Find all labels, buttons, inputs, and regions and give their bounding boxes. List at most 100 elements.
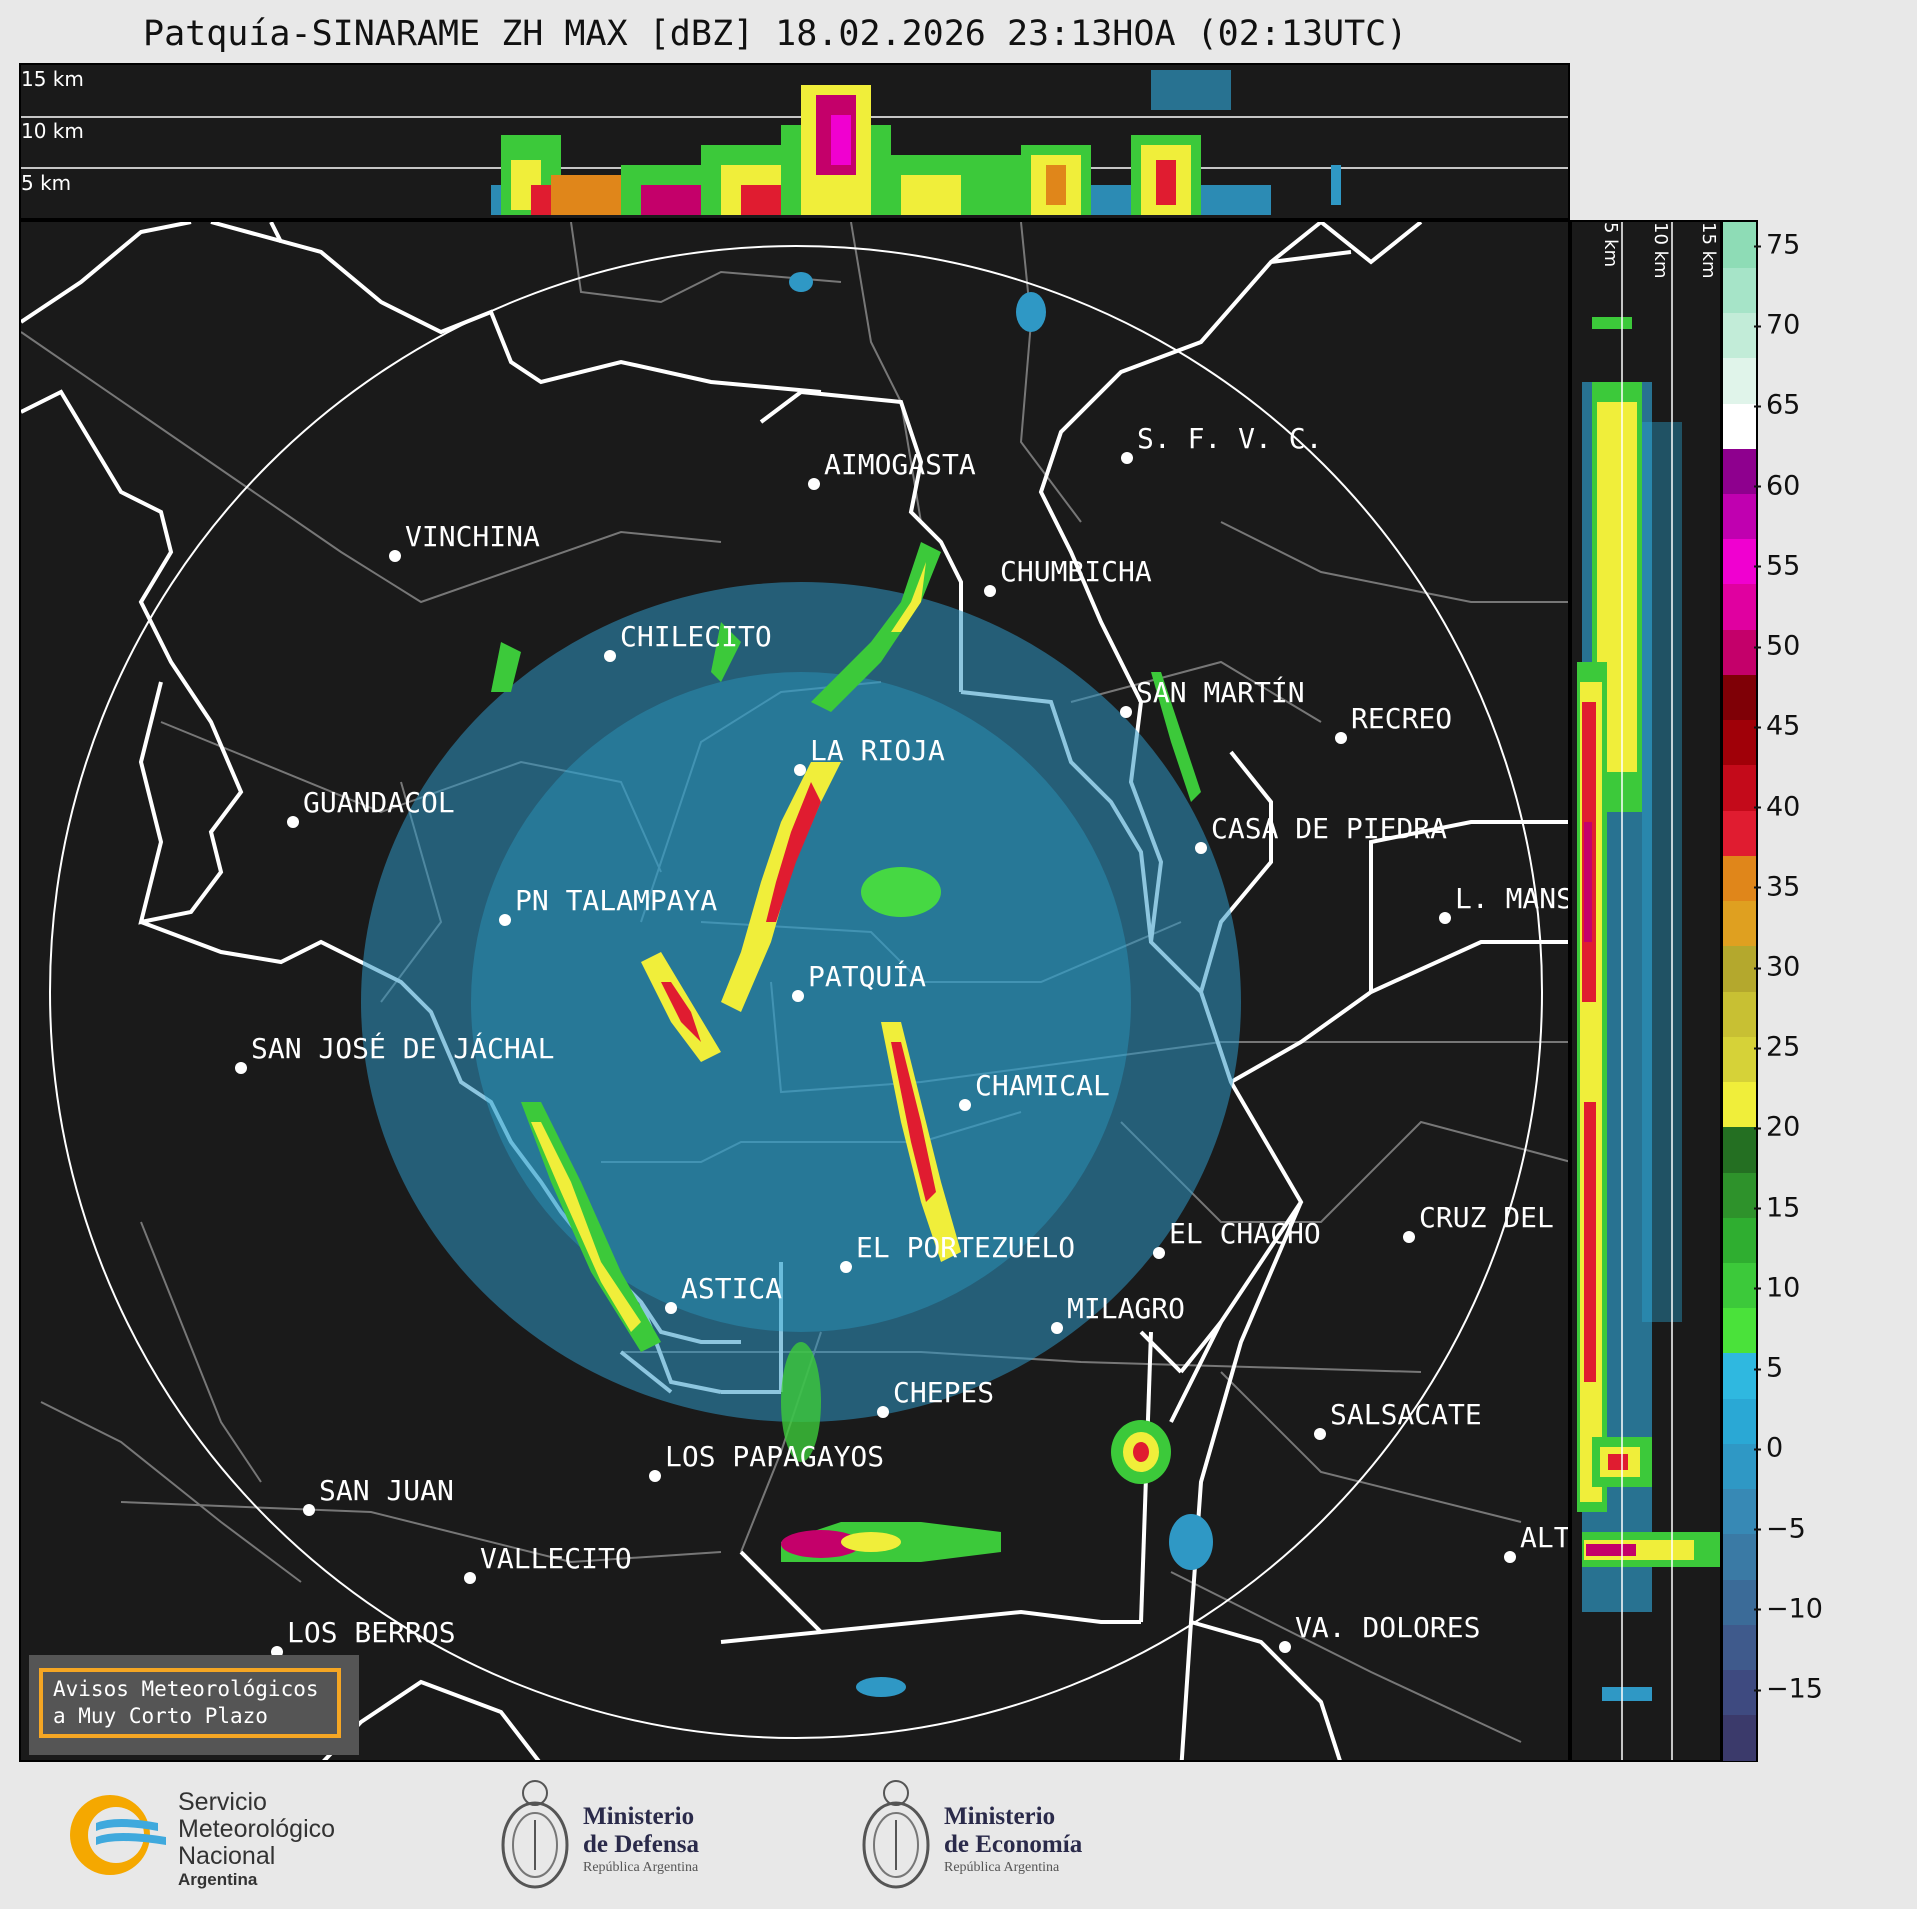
top-cross-section-panel: 15 km 10 km 5 km [19, 63, 1570, 220]
city-label: EL PORTEZUELO [856, 1231, 1075, 1264]
radar-map: AIMOGASTA S. F. V. C. VINCHINA CHUMBICHA… [21, 222, 1570, 1760]
city-label: AIMOGASTA [824, 448, 976, 481]
colorbar-tick-label: 25 [1753, 1032, 1800, 1063]
colorbar-band [1723, 1171, 1756, 1218]
colorbar-band [1723, 945, 1756, 992]
warning-line-1: Avisos Meteorológicos [53, 1677, 319, 1701]
warning-box[interactable]: Avisos Meteorológicos a Muy Corto Plazo [29, 1655, 359, 1755]
economia-line-3: República Argentina [944, 1860, 1060, 1875]
colorbar-band [1723, 493, 1756, 540]
colorbar-band [1723, 764, 1756, 811]
radar-echoes [361, 272, 1241, 1697]
colorbar-tick-label: 35 [1753, 871, 1800, 902]
colorbar-band [1723, 1081, 1756, 1128]
argentina-coat-of-arms-icon [862, 1780, 930, 1889]
colorbar-tick-label: 55 [1753, 550, 1800, 581]
city-label: LOS BERROS [287, 1616, 456, 1649]
colorbar-tick-label: 50 [1753, 631, 1800, 662]
top-cross-section-echoes [21, 70, 1568, 215]
city-label: PN TALAMPAYA [515, 884, 717, 917]
side-height-label-5km: 5 km [1600, 222, 1621, 268]
colorbar-band [1723, 1714, 1756, 1761]
warning-line-2: a Muy Corto Plazo [53, 1704, 268, 1728]
city-labels: AIMOGASTA S. F. V. C. VINCHINA CHUMBICHA… [251, 422, 1570, 1649]
argentina-coat-of-arms-icon [501, 1780, 569, 1889]
defensa-line-3: República Argentina [583, 1860, 699, 1875]
colorbar-band [1723, 538, 1756, 585]
city-label: LA RIOJA [810, 734, 945, 767]
colorbar-tick-label: −10 [1754, 1593, 1823, 1624]
warning-box-frame: Avisos Meteorológicos a Muy Corto Plazo [39, 1668, 341, 1738]
defensa-line-1: Ministerio [583, 1803, 695, 1830]
colorbar-tick-label: 30 [1753, 952, 1800, 983]
ministerio-economia-logo: Ministerio de Economía República Argenti… [856, 1775, 1116, 1900]
colorbar-band [1723, 267, 1756, 314]
colorbar-band [1723, 719, 1756, 766]
colorbar-tick-label: −5 [1754, 1513, 1806, 1544]
economia-line-2: de Economía [944, 1831, 1083, 1858]
colorbar-band [1723, 448, 1756, 494]
colorbar-tick-label: 0 [1753, 1433, 1783, 1464]
range-ring [49, 245, 1543, 1739]
height-label-5km: 5 km [21, 171, 72, 195]
city-label: CHUMBICHA [1000, 555, 1152, 588]
city-label: ALT [1520, 1521, 1570, 1554]
smn-line-1: Servicio [178, 1788, 267, 1816]
colorbar-band [1723, 1398, 1756, 1444]
city-label: VINCHINA [405, 520, 540, 553]
city-label: CASA DE PIEDRA [1211, 812, 1447, 845]
city-label: LOS PAPAGAYOS [665, 1440, 884, 1473]
city-label: RECREO [1351, 702, 1452, 735]
colorbar-tick-label: 20 [1753, 1112, 1800, 1143]
city-label: GUANDACOL [303, 786, 455, 819]
city-label: SAN MARTÍN [1136, 675, 1305, 709]
city-label: MILAGRO [1067, 1292, 1185, 1325]
city-label: VALLECITO [480, 1542, 632, 1575]
city-label: L. MANS [1455, 882, 1570, 915]
colorbar-band [1723, 583, 1756, 630]
smn-line-3: Nacional [178, 1842, 276, 1870]
colorbar-tick-label: 75 [1753, 230, 1800, 261]
colorbar-band [1723, 1352, 1756, 1399]
colorbar-band [1723, 1579, 1756, 1625]
colorbar-band [1723, 674, 1756, 721]
colorbar-band [1723, 402, 1756, 449]
smn-line-2: Meteorológico [178, 1815, 336, 1843]
defensa-line-2: de Defensa [583, 1831, 699, 1858]
city-label: ASTICA [681, 1272, 782, 1305]
colorbar-band [1723, 312, 1756, 359]
colorbar-band [1723, 1126, 1756, 1173]
city-dots [235, 452, 1516, 1658]
chart-title: Patquía-SINARAME ZH MAX [dBZ] 18.02.2026… [143, 14, 1408, 54]
colorbar-tick-label: 70 [1753, 310, 1800, 341]
smn-logo: Servicio Meteorológico Nacional Argentin… [58, 1787, 388, 1889]
colorbar-band [1723, 855, 1756, 902]
colorbar-band [1723, 1488, 1756, 1535]
colorbar-tick-label: 10 [1753, 1272, 1800, 1303]
colorbar-band [1723, 900, 1756, 947]
colorbar-tick-label: 60 [1753, 470, 1800, 501]
colorbar-band [1723, 1669, 1756, 1716]
colorbar-band [1723, 222, 1756, 268]
colorbar-band [1723, 629, 1756, 675]
dbz-colorbar [1721, 220, 1758, 1762]
colorbar-band [1723, 1307, 1756, 1354]
colorbar-band [1723, 1533, 1756, 1580]
smn-line-4: Argentina [178, 1870, 258, 1889]
city-label: S. F. V. C. [1137, 422, 1322, 455]
colorbar-band [1723, 1262, 1756, 1309]
ministerio-defensa-logo: Ministerio de Defensa República Argentin… [495, 1775, 755, 1900]
colorbar-band [1723, 810, 1756, 856]
smn-emblem [70, 1795, 166, 1875]
radar-map-panel[interactable]: AIMOGASTA S. F. V. C. VINCHINA CHUMBICHA… [19, 220, 1570, 1762]
side-height-label-10km: 10 km [1650, 222, 1671, 279]
colorbar-band [1723, 991, 1756, 1037]
city-label: EL CHACHO [1169, 1217, 1321, 1250]
city-label: SAN JUAN [319, 1474, 454, 1507]
city-label: CHILECITO [620, 620, 772, 653]
side-cross-section-echoes [1577, 222, 1720, 1760]
height-label-10km: 10 km [21, 119, 84, 143]
city-label: SALSACATE [1330, 1398, 1482, 1431]
side-cross-section-panel: 5 km 10 km 15 km [1570, 220, 1722, 1762]
colorbar-tick-label: 15 [1753, 1192, 1800, 1223]
